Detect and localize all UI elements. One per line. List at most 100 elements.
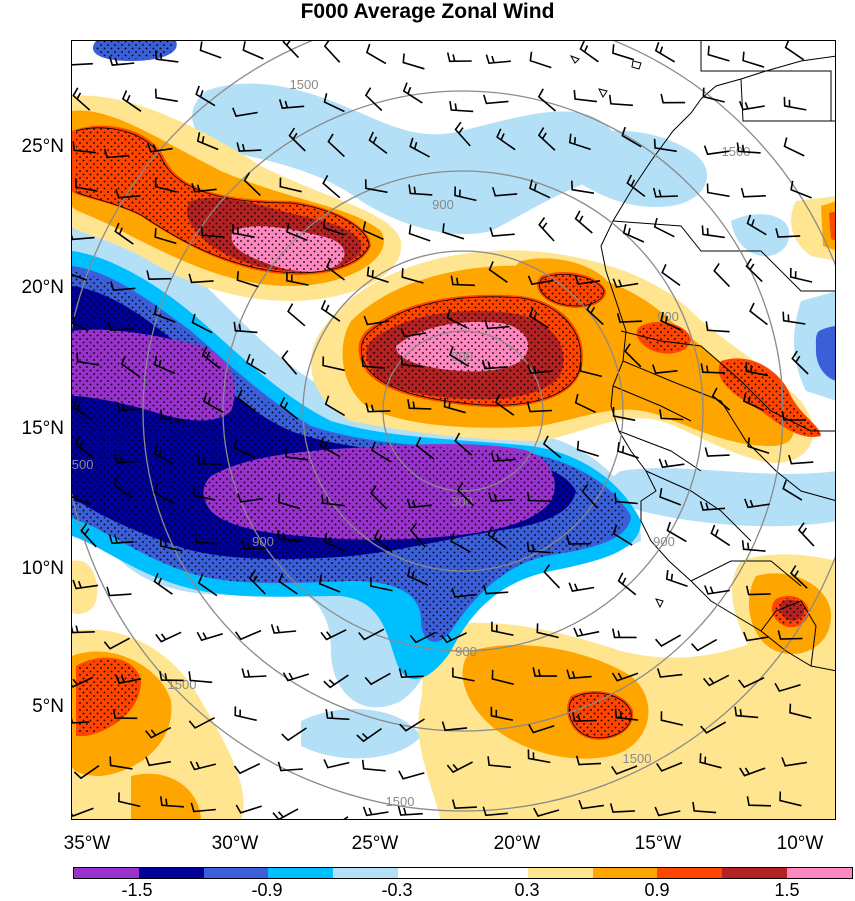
wind-barb [481,359,508,370]
wind-barb [402,53,425,70]
wind-barb [398,770,425,780]
wind-barb [616,313,642,323]
wind-barb [491,186,518,197]
wind-barb [653,138,677,153]
wind-barb [241,540,267,550]
range-ring-label: 300 [451,349,473,364]
wind-barb [581,483,598,509]
wind-barb [272,808,299,819]
wind-barb [656,761,683,772]
wind-barb [121,90,142,112]
wind-barb [243,172,261,197]
wind-barb [490,706,514,721]
wind-barb [188,716,215,729]
wind-barb [368,131,388,155]
wind-barb [321,494,345,507]
wind-barb [661,263,681,287]
wind-barb [110,281,136,291]
wind-barb [456,482,475,507]
wind-barb [233,321,258,334]
wind-barb [707,45,730,62]
wind-barb [446,761,473,774]
wind-barb [537,127,556,151]
wind-barb [320,629,347,641]
wind-barb [153,572,173,595]
wind-barb [343,816,349,819]
wind-barb [448,346,470,367]
lon-label-35w: 35°W [63,833,111,854]
colorbar-bin [787,868,852,878]
wind-barb [365,43,387,65]
wind-barb [401,268,424,284]
wind-barb [284,447,309,461]
wind-barb [364,179,388,194]
wind-barb [191,313,213,334]
wind-barb [573,90,597,103]
wind-barb [192,486,216,501]
zonal-wind-map: 3003009009009009009001500150015001500150… [72,41,835,819]
wind-barb [318,574,341,593]
wind-barb [488,261,508,284]
wind-barb [612,628,637,639]
wind-barb [323,93,345,113]
wind-barb [365,402,391,413]
colorbar-bin [592,868,658,878]
colorbar-bin [268,868,334,878]
wind-barb [356,727,382,743]
wind-barb [106,586,132,597]
wind-barb [323,41,341,63]
wind-barb [108,56,135,66]
wind-barb [566,669,592,680]
wind-barb [191,182,217,193]
wind-barb [702,87,725,103]
wind-barb [147,143,173,153]
wind-barb [450,532,471,553]
wind-barb [237,493,263,503]
wind-barb [654,634,681,648]
wind-barb [202,392,224,413]
wind-barb [775,228,801,238]
wind-barb [320,299,341,322]
wind-barb [116,401,142,412]
wind-barb [319,437,341,458]
wind-barb [738,676,765,689]
wind-barb [278,572,298,595]
wind-barb [196,631,223,642]
wind-barb [242,41,264,60]
country-border [645,470,752,542]
wind-barb [496,128,516,151]
wind-barb [710,524,731,547]
wind-barb [746,796,772,807]
wind-barb [201,346,221,370]
wind-barb [325,258,345,281]
wind-barb [72,625,95,634]
wind-barb [528,724,555,734]
wind-barb [245,353,267,375]
wind-barb [568,582,595,592]
wind-barb [234,629,262,641]
wind-barb [327,133,345,158]
wind-barb [120,355,141,378]
wind-barb [286,222,308,242]
range-ring-label: 1500 [386,794,415,809]
light-blue-patch [610,468,835,527]
wind-barb [532,667,558,677]
wind-barb [526,491,552,502]
wind-barb [745,362,769,377]
lon-label-25w: 25°W [351,833,399,854]
wind-barb [788,454,814,465]
country-border [618,430,702,472]
wind-barb [441,721,468,732]
wind-barb [282,41,300,59]
wind-barb [288,127,306,152]
wind-barb [621,126,642,148]
wind-barb [484,319,510,330]
colorbar-bin [74,868,139,878]
wind-barb [199,41,222,59]
wind-barb [153,355,176,375]
wind-barb [325,708,350,721]
wind-barb [487,756,512,769]
wind-barb [195,85,216,107]
wind-barb [397,806,423,816]
wind-barb [777,630,803,640]
